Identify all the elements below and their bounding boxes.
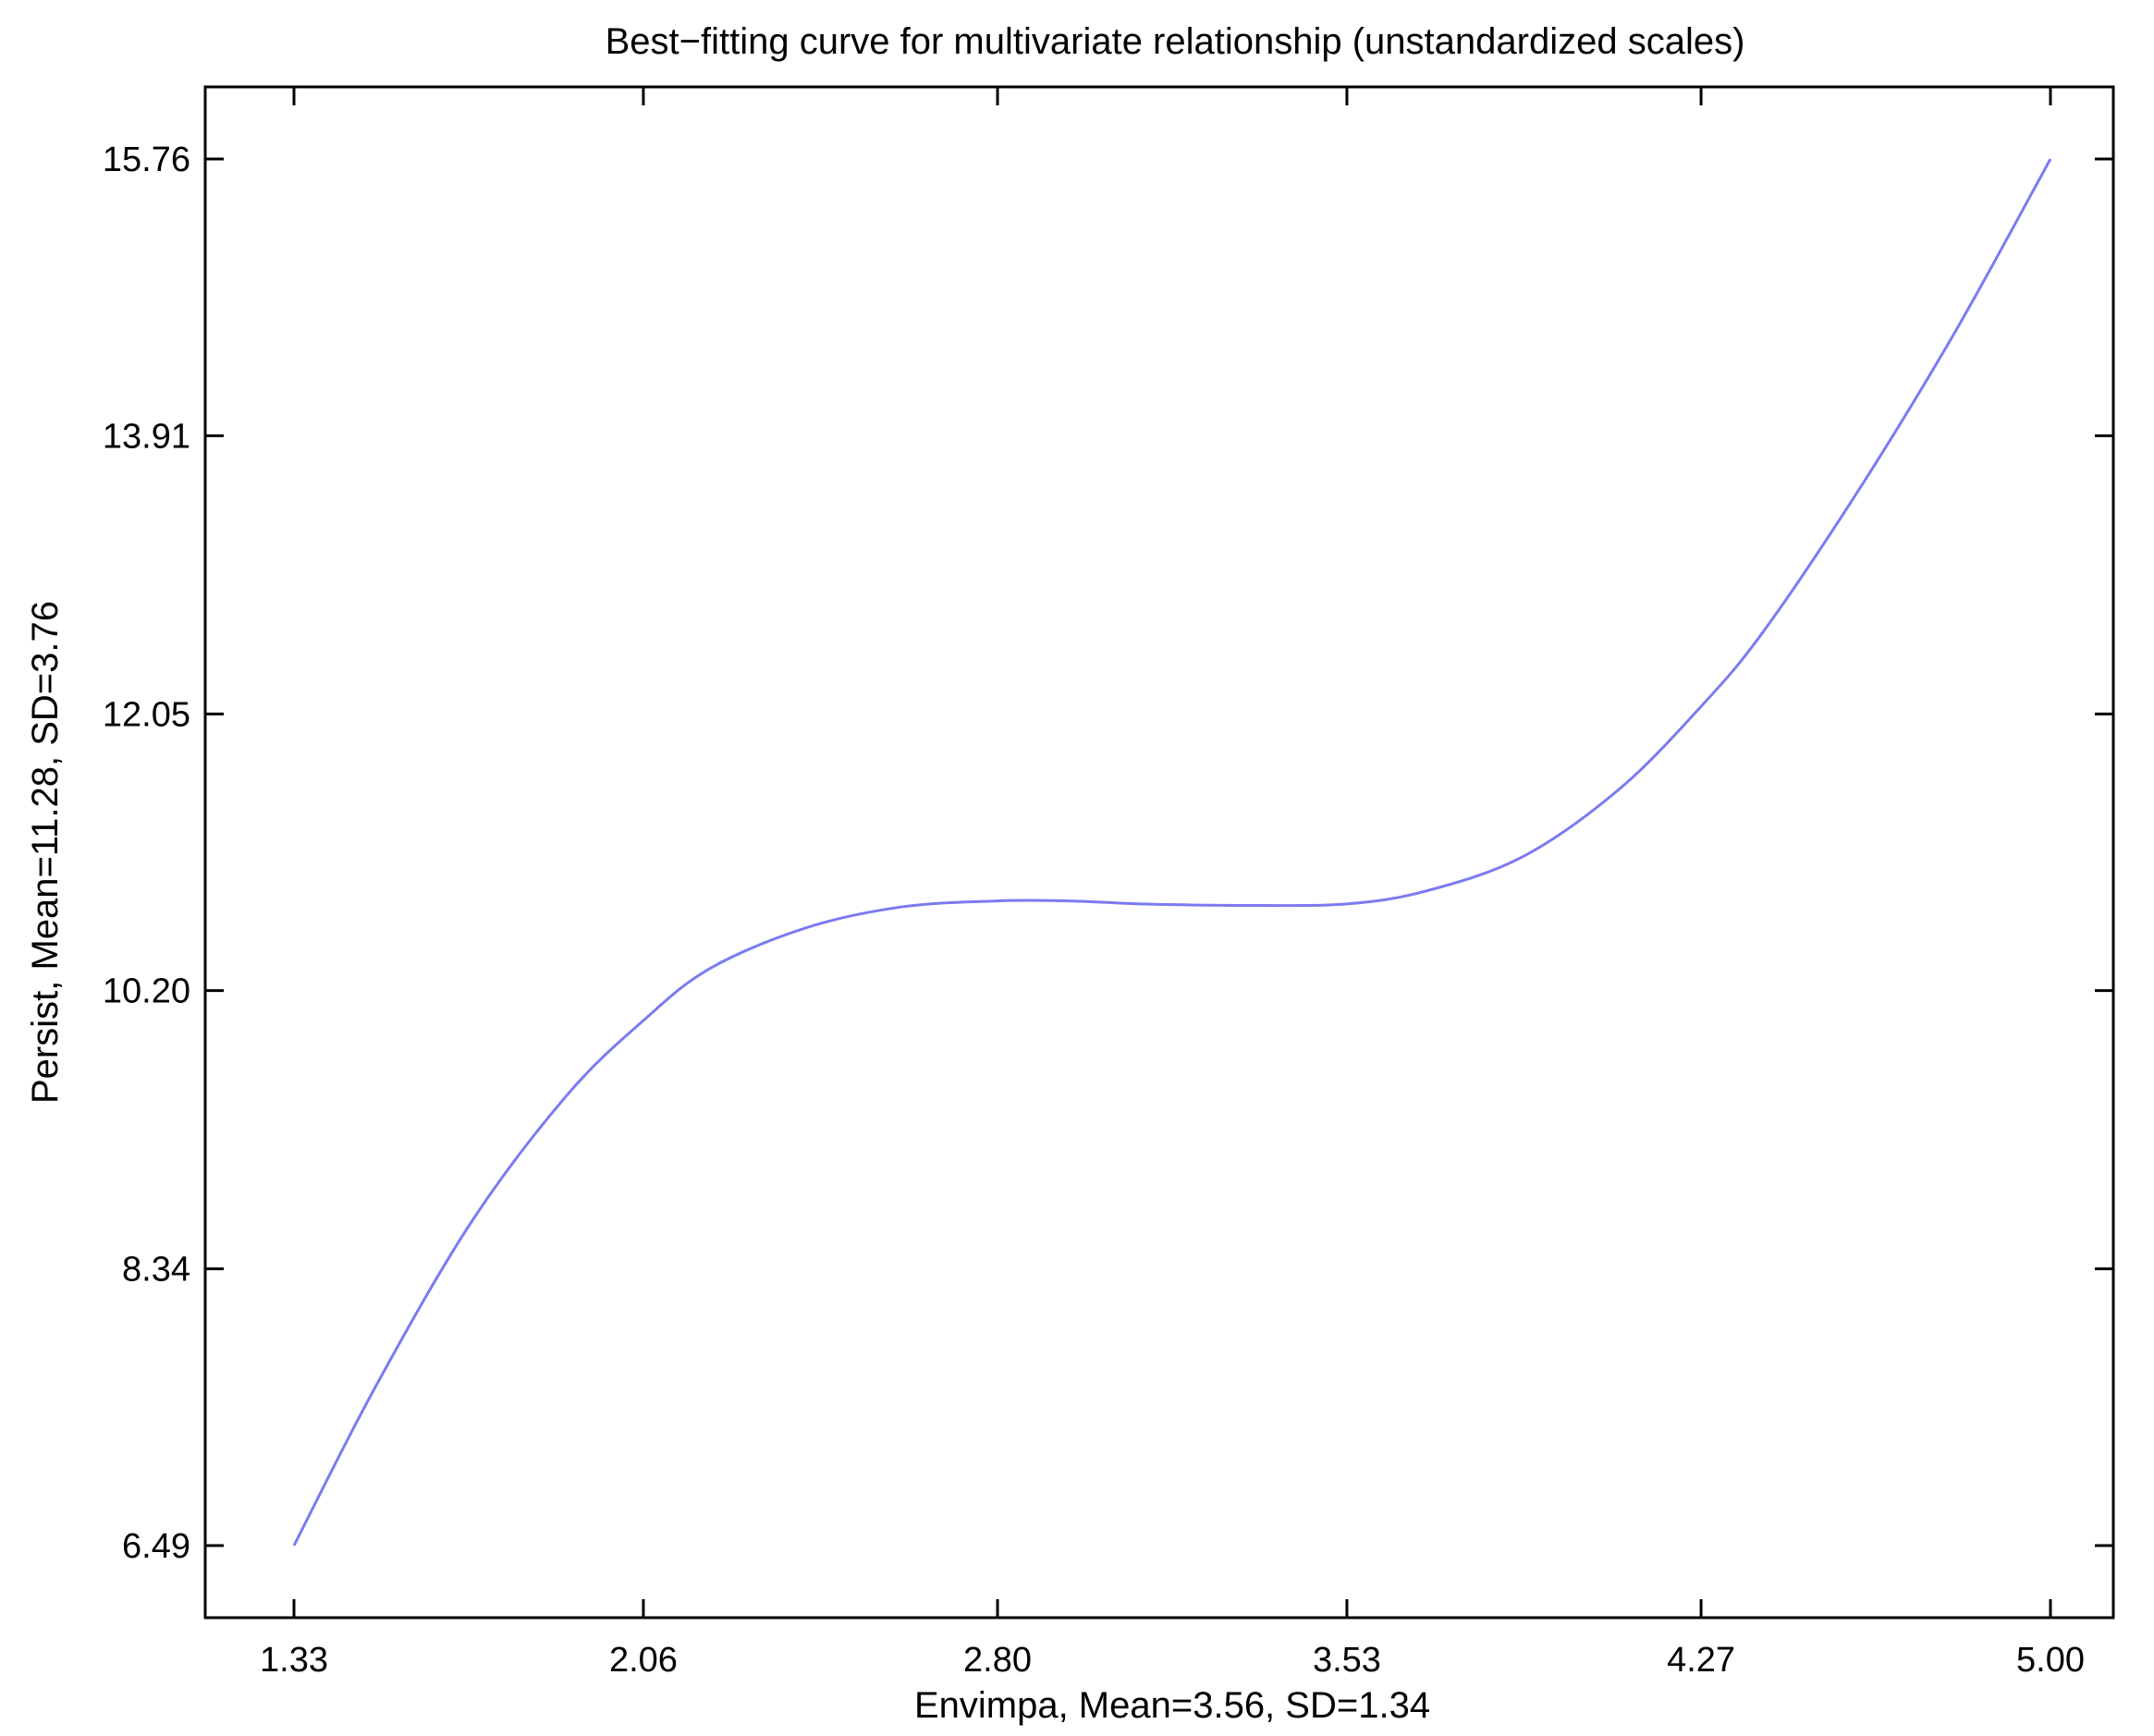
x-tick-label: 5.00 bbox=[2016, 1641, 2085, 1680]
y-tick-label: 15.76 bbox=[103, 141, 190, 179]
series-line bbox=[292, 158, 2052, 1547]
x-axis-title: Envimpa, Mean=3.56, SD=1.34 bbox=[914, 1685, 1430, 1726]
y-tick-label: 13.91 bbox=[103, 417, 190, 456]
y-tick-label: 10.20 bbox=[103, 972, 190, 1011]
x-tick-label: 2.06 bbox=[609, 1641, 678, 1680]
y-tick-label: 8.34 bbox=[122, 1251, 190, 1290]
x-axis: 1.33 2.06 2.80 3.53 4.27 5.00 bbox=[260, 87, 2085, 1680]
x-tick-label: 3.53 bbox=[1313, 1641, 1381, 1680]
y-tick-label: 12.05 bbox=[103, 695, 190, 734]
y-axis-title: Persist, Mean=11.28, SD=3.76 bbox=[25, 601, 66, 1104]
chart-title: Best−fitting curve for multivariate rela… bbox=[606, 21, 1745, 62]
y-tick-label: 6.49 bbox=[122, 1527, 190, 1566]
plot-frame bbox=[203, 85, 2115, 1620]
x-tick-label: 2.80 bbox=[963, 1641, 1032, 1680]
y-axis: 6.49 8.34 10.20 12.05 13.91 15.76 bbox=[103, 141, 2113, 1566]
x-tick-label: 4.27 bbox=[1667, 1641, 1735, 1680]
x-tick-label: 1.33 bbox=[260, 1641, 328, 1680]
